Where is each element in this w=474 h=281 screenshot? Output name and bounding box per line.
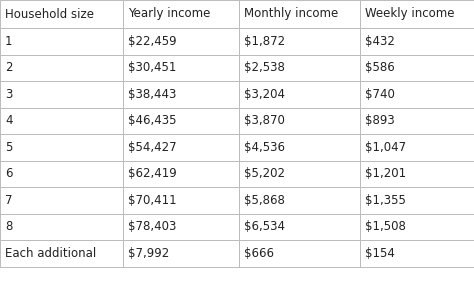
Text: $740: $740 (365, 88, 395, 101)
Text: Monthly income: Monthly income (244, 8, 338, 21)
Text: $1,872: $1,872 (244, 35, 285, 48)
Bar (239, 28, 360, 55)
Bar (239, 214, 360, 240)
Text: $5,868: $5,868 (244, 194, 285, 207)
Text: Yearly income: Yearly income (128, 8, 210, 21)
Bar (123, 81, 239, 108)
Text: 3: 3 (5, 88, 12, 101)
Bar (0, 81, 123, 108)
Text: $62,419: $62,419 (128, 167, 177, 180)
Text: $666: $666 (244, 247, 274, 260)
Bar (0, 108, 123, 134)
Text: $2,538: $2,538 (244, 61, 285, 74)
Text: $3,870: $3,870 (244, 114, 285, 127)
Bar (239, 108, 360, 134)
Text: $70,411: $70,411 (128, 194, 177, 207)
Bar (360, 240, 474, 266)
Bar (360, 28, 474, 55)
Text: $46,435: $46,435 (128, 114, 176, 127)
Bar (360, 134, 474, 160)
Text: $3,204: $3,204 (244, 88, 285, 101)
Text: 8: 8 (5, 220, 12, 233)
Text: Weekly income: Weekly income (365, 8, 455, 21)
Bar (0, 187, 123, 214)
Text: $22,459: $22,459 (128, 35, 177, 48)
Bar (123, 108, 239, 134)
Bar (360, 160, 474, 187)
Text: 7: 7 (5, 194, 12, 207)
Bar (360, 108, 474, 134)
Bar (0, 240, 123, 266)
Bar (360, 0, 474, 28)
Text: $54,427: $54,427 (128, 141, 177, 154)
Bar (123, 0, 239, 28)
Text: $432: $432 (365, 35, 395, 48)
Bar (239, 81, 360, 108)
Text: $5,202: $5,202 (244, 167, 285, 180)
Bar (360, 55, 474, 81)
Text: $1,047: $1,047 (365, 141, 406, 154)
Text: 1: 1 (5, 35, 12, 48)
Bar (0, 0, 123, 28)
Bar (0, 134, 123, 160)
Bar (360, 81, 474, 108)
Text: $30,451: $30,451 (128, 61, 176, 74)
Bar (360, 187, 474, 214)
Bar (0, 28, 123, 55)
Bar (123, 160, 239, 187)
Text: $893: $893 (365, 114, 395, 127)
Bar (360, 214, 474, 240)
Bar (123, 240, 239, 266)
Bar (123, 214, 239, 240)
Text: $38,443: $38,443 (128, 88, 176, 101)
Bar (239, 240, 360, 266)
Bar (0, 55, 123, 81)
Text: $1,355: $1,355 (365, 194, 406, 207)
Bar (239, 55, 360, 81)
Text: $6,534: $6,534 (244, 220, 285, 233)
Text: $4,536: $4,536 (244, 141, 285, 154)
Bar (0, 214, 123, 240)
Text: $1,508: $1,508 (365, 220, 406, 233)
Text: $1,201: $1,201 (365, 167, 406, 180)
Bar (123, 187, 239, 214)
Text: $154: $154 (365, 247, 395, 260)
Text: 2: 2 (5, 61, 12, 74)
Bar (239, 160, 360, 187)
Text: 6: 6 (5, 167, 12, 180)
Text: $7,992: $7,992 (128, 247, 169, 260)
Text: 4: 4 (5, 114, 12, 127)
Text: Household size: Household size (5, 8, 94, 21)
Bar (239, 0, 360, 28)
Text: $586: $586 (365, 61, 395, 74)
Bar (239, 134, 360, 160)
Bar (123, 134, 239, 160)
Text: $78,403: $78,403 (128, 220, 176, 233)
Bar (239, 187, 360, 214)
Text: 5: 5 (5, 141, 12, 154)
Bar (0, 160, 123, 187)
Bar (123, 55, 239, 81)
Bar (123, 28, 239, 55)
Text: Each additional: Each additional (5, 247, 96, 260)
